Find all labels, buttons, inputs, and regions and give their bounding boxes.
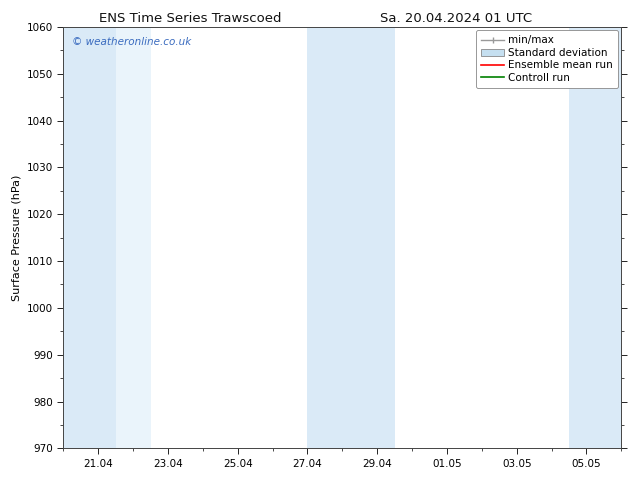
- Legend: min/max, Standard deviation, Ensemble mean run, Controll run: min/max, Standard deviation, Ensemble me…: [476, 30, 618, 88]
- Bar: [307, 27, 394, 448]
- Bar: [115, 27, 150, 448]
- Text: © weatheronline.co.uk: © weatheronline.co.uk: [72, 38, 191, 48]
- Y-axis label: Surface Pressure (hPa): Surface Pressure (hPa): [11, 174, 21, 301]
- Bar: [569, 27, 621, 448]
- Text: Sa. 20.04.2024 01 UTC: Sa. 20.04.2024 01 UTC: [380, 12, 533, 25]
- Bar: [63, 27, 115, 448]
- Text: ENS Time Series Trawscoed: ENS Time Series Trawscoed: [99, 12, 281, 25]
